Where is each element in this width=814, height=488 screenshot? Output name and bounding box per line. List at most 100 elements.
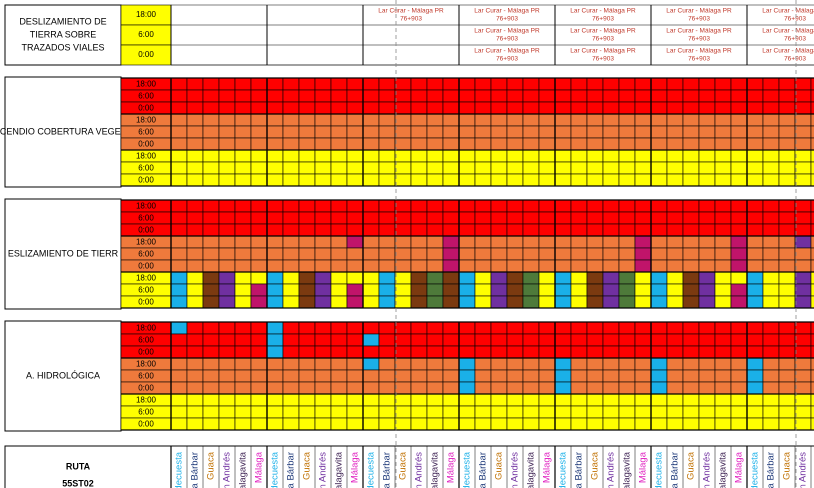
cell — [666, 89, 684, 103]
cell — [746, 259, 764, 273]
cell — [650, 235, 668, 249]
cell — [762, 161, 780, 175]
cell — [362, 381, 380, 395]
cell — [746, 345, 764, 359]
time-label: 6:00 — [138, 286, 154, 295]
cell — [394, 271, 412, 285]
cell — [346, 405, 364, 419]
cell — [410, 393, 428, 407]
cell — [618, 199, 636, 213]
cell — [490, 89, 508, 103]
cell — [554, 89, 572, 103]
cell — [426, 357, 444, 371]
cell — [762, 357, 780, 371]
cell — [602, 345, 620, 359]
cell — [490, 333, 508, 347]
note-km: 76+903 — [592, 16, 614, 23]
note-route: Lar Curar - Málaga PR — [666, 28, 732, 35]
cell — [378, 405, 396, 419]
cell — [650, 405, 668, 419]
cell — [730, 161, 748, 175]
cell — [314, 321, 332, 335]
cell — [570, 77, 588, 91]
cell — [330, 137, 348, 151]
cell — [282, 381, 300, 395]
cell — [730, 211, 748, 225]
cell — [602, 393, 620, 407]
cell — [778, 125, 796, 139]
cell — [314, 259, 332, 273]
cell — [362, 199, 380, 213]
cell — [330, 223, 348, 237]
cell — [730, 271, 748, 285]
cell — [170, 393, 188, 407]
cell — [810, 295, 814, 309]
cell — [522, 149, 540, 163]
cell — [202, 357, 220, 371]
cell — [810, 77, 814, 91]
cell — [778, 271, 796, 285]
cell — [746, 77, 764, 91]
cell — [570, 101, 588, 115]
cell — [250, 89, 268, 103]
cell — [234, 101, 252, 115]
cell — [330, 247, 348, 261]
cell — [682, 113, 700, 127]
cell — [714, 393, 732, 407]
time-label: 6:00 — [138, 408, 154, 417]
cell — [266, 211, 284, 225]
cell — [250, 345, 268, 359]
cell — [522, 295, 540, 309]
cell — [730, 125, 748, 139]
cell — [282, 247, 300, 261]
cell — [362, 101, 380, 115]
cell — [218, 223, 236, 237]
cell — [810, 405, 814, 419]
cell — [714, 247, 732, 261]
cell — [346, 173, 364, 187]
cell — [394, 393, 412, 407]
cell — [458, 125, 476, 139]
cell — [170, 125, 188, 139]
cell — [362, 247, 380, 261]
cell — [458, 393, 476, 407]
cell — [314, 247, 332, 261]
cell — [762, 369, 780, 383]
cell — [186, 271, 204, 285]
cell — [282, 89, 300, 103]
cell — [202, 89, 220, 103]
cell — [602, 417, 620, 431]
note-route: Lar Curar - Málaga PR — [378, 8, 444, 15]
cell — [730, 199, 748, 213]
cell — [458, 369, 476, 383]
note-km: 76+903 — [496, 16, 518, 23]
cell — [298, 113, 316, 127]
cell — [298, 283, 316, 297]
note-route: Lar Curar - Málaga PR — [474, 48, 540, 55]
cell — [330, 283, 348, 297]
cell — [538, 333, 556, 347]
cell — [666, 381, 684, 395]
cell — [474, 173, 492, 187]
cell — [378, 199, 396, 213]
cell — [618, 101, 636, 115]
cell — [634, 321, 652, 335]
cell — [346, 223, 364, 237]
cell — [474, 295, 492, 309]
cell — [202, 295, 220, 309]
cell — [314, 295, 332, 309]
cell — [218, 173, 236, 187]
column-header: n Andrés — [702, 452, 713, 488]
cell — [314, 345, 332, 359]
note-km: 76+903 — [592, 56, 614, 63]
cell — [474, 211, 492, 225]
cell — [586, 173, 604, 187]
time-label: 18:00 — [136, 274, 157, 283]
cell — [490, 381, 508, 395]
cell — [298, 89, 316, 103]
time-label: 0:00 — [138, 298, 154, 307]
cell — [330, 89, 348, 103]
cell — [618, 223, 636, 237]
cell — [746, 393, 764, 407]
